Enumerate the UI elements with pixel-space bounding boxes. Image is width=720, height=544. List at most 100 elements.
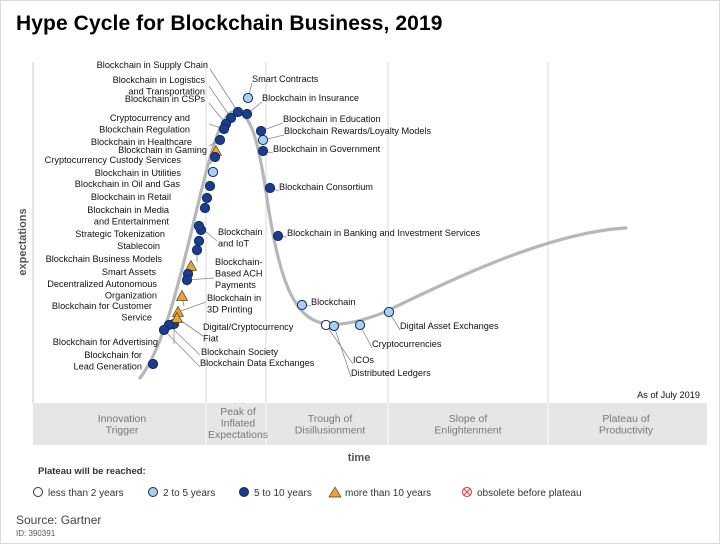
leader-icos [325,324,354,365]
curve-layer [138,109,628,380]
label-blockchain-in-media-and-entertainment: Blockchain in Media and Entertainment [87,205,170,227]
marker-blockchain-in-media-and-entertainment [199,202,211,214]
marker-cryptocurrencies [354,319,366,331]
marker-digital-cryptocurrency-fiat [170,311,184,323]
label-blockchain-society: Blockchain Society [201,347,279,357]
marker-smart-contracts [242,92,254,104]
label-blockchain-in-education: Blockchain in Education [283,114,381,124]
label-cryptocurrency-custody-services: Cryptocurrency Custody Services [45,155,182,165]
legend-marker-more-than-10-years [328,486,342,498]
legend-label-2-to-5-years: 2 to 5 years [163,488,215,499]
label-blockchain-in-banking-and-investment-services: Blockchain in Banking and Investment Ser… [287,228,480,238]
phase-band-background [33,403,707,445]
label-blockchain-in-utilities: Blockchain in Utilities [95,168,182,178]
label-smart-assets: Smart Assets [102,267,157,277]
technology-labels: Blockchain in Supply Chain Blockchain in … [45,60,499,378]
marker-blockchain-consortium [264,182,276,194]
legend-title: Plateau will be reached: [38,466,146,477]
marker-blockchain-in-oil-and-gas [204,180,216,192]
label-blockchain-in-logistics-and-transportation: Blockchain in Logistics and Transportatio… [113,75,206,97]
label-icos: ICOs [353,355,374,365]
label-blockchain-in-3d-printing: Blockchain in 3D Printing [207,293,261,315]
label-blockchain-in-csps: Blockchain in CSPs [125,94,206,104]
marker-cryptocurrency-and-blockchain-regulation [218,123,230,135]
label-stablecoin: Stablecoin [117,241,160,251]
phase-plateau-of-productivity: Plateau of Productivity [599,413,654,437]
marker-digital-asset-exchanges [383,306,395,318]
y-axis-label: expectations [17,208,29,275]
phase-peak-of-inflated-expectations: Peak of Inflated Expectations [208,406,268,441]
label-blockchain-in-retail: Blockchain in Retail [91,192,171,202]
label-blockchain-for-lead-generation: Blockchain for Lead Generation [74,350,142,372]
label-cryptocurrencies: Cryptocurrencies [372,339,442,349]
leader-blockchain-society [168,324,201,356]
legend-label-more-than-10-years: more than 10 years [345,488,431,499]
leader-blockchain-data-exchanges [163,329,201,368]
marker-blockchain [296,299,308,311]
label-strategic-tokenization: Strategic Tokenization [75,229,165,239]
label-blockchain-for-advertising: Blockchain for Advertising [53,337,158,347]
hype-curve [138,109,628,380]
marker-blockchain-in-healthcare [214,134,226,146]
phase-innovation-trigger: Innovation Trigger [98,413,147,437]
marker-cryptocurrency-custody-services [209,151,221,163]
leader-blockchain-in-logistics-and-transportation [208,85,232,119]
label-blockchain-based-ach-payments: Blockchain-Based ACH Payments [215,257,263,290]
legend-marker-less-than-2-years [33,487,43,497]
marker-blockchain-business-models [191,244,203,256]
label-blockchain: Blockchain [311,297,355,307]
marker-blockchain-and-iot [193,220,205,232]
label-blockchain-business-models: Blockchain Business Models [46,254,163,264]
marker-blockchain-in-education [255,125,267,137]
as-of-note: As of July 2019 [637,390,700,400]
label-blockchain-rewards-loyalty-models: Blockchain Rewards/Loyalty Models [284,126,431,136]
label-digital-cryptocurrency-fiat: Digital/Cryptocurrency Fiat [203,322,294,344]
marker-blockchain-data-exchanges [158,324,170,336]
label-blockchain-in-gaming: Blockchain in Gaming [118,145,207,155]
marker-blockchain-in-banking-and-investment-services [272,230,284,242]
marker-blockchain-for-lead-generation [147,358,159,370]
leader-blockchain-in-supply-chain [209,68,239,113]
label-blockchain-in-supply-chain: Blockchain in Supply Chain [97,60,208,70]
legend-label-5-to-10-years: 5 to 10 years [254,488,312,499]
figure-id: ID: 390391 [16,529,56,538]
label-cryptocurrency-and-blockchain-regulation: Cryptocurrency and Blockchain Regulation [99,113,190,135]
legend: Plateau will be reached: less than 2 year… [33,466,582,499]
label-blockchain-in-government: Blockchain in Government [273,144,381,154]
label-blockchain-data-exchanges: Blockchain Data Exchanges [200,358,315,368]
marker-distributed-ledgers [328,320,340,332]
label-smart-contracts: Smart Contracts [252,74,319,84]
legend-label-obsolete-before-plateau: obsolete before plateau [477,488,582,499]
label-decentralized-autonomous-organization: Decentralized Autonomous Organization [47,279,157,301]
marker-blockchain-in-government [257,145,269,157]
leader-blockchain-in-3d-printing [177,301,207,313]
label-distributed-ledgers: Distributed Ledgers [351,368,431,378]
legend-marker-2-to-5-years [148,487,158,497]
leader-distributed-ledgers [333,325,352,378]
marker-blockchain-in-retail [201,192,213,204]
marker-smart-assets [184,259,198,271]
chart-background: expectations time As of July 2019 [17,62,700,464]
page-title: Hype Cycle for Blockchain Business, 2019 [16,12,443,35]
label-blockchain-for-customer-service: Blockchain for Customer Service [52,301,152,323]
technology-markers [147,92,395,370]
legend-marker-obsolete-before-plateau [461,486,473,498]
legend-marker-5-to-10-years [239,487,249,497]
source-note: Source: Gartner [16,513,102,527]
marker-stablecoin [193,235,205,247]
label-blockchain-and-iot: Blockchain and IoT [218,227,262,249]
label-blockchain-in-oil-and-gas: Blockchain in Oil and Gas [75,179,181,189]
legend-label-less-than-2-years: less than 2 years [48,488,124,499]
phase-slope-of-enlightenment: Slope of Enlightenment [434,413,501,437]
marker-blockchain-for-customer-service [175,289,189,301]
x-axis-label: time [348,452,371,464]
phase-trough-of-disillusionment: Trough of Disillusionment [295,413,366,437]
marker-blockchain-in-insurance [241,108,253,120]
phase-band: Innovation Trigger Peak of Inflated Expectat… [33,403,707,445]
label-digital-asset-exchanges: Digital Asset Exchanges [400,321,499,331]
marker-blockchain-in-utilities [207,166,219,178]
label-blockchain-in-insurance: Blockchain in Insurance [262,93,359,103]
marker-blockchain-rewards-loyalty-models [257,134,269,146]
marker-blockchain-based-ach-payments [181,274,193,286]
